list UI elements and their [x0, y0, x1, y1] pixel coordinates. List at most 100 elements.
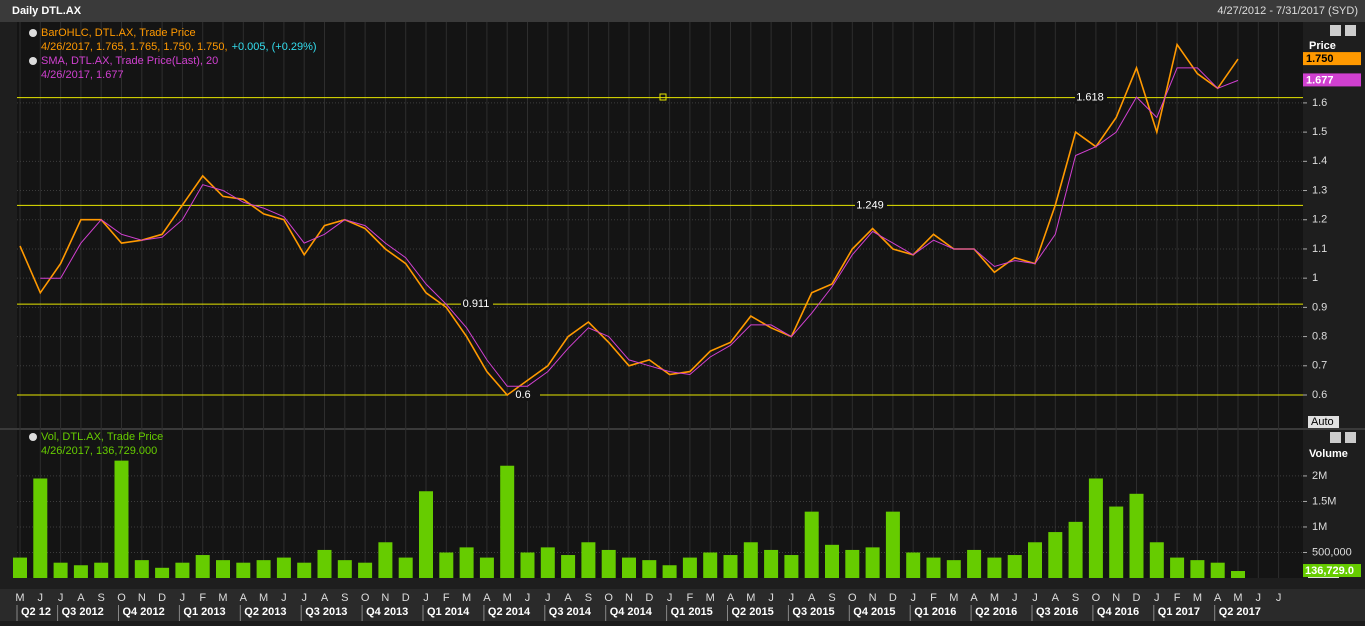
x-tick-label: J [1012, 592, 1018, 604]
quarter-label: Q1 2016 [914, 606, 956, 618]
y-tick-label: 0.8 [1312, 330, 1327, 342]
volume-bar [804, 511, 819, 578]
volume-bar [520, 552, 535, 578]
quarter-label: Q2 2015 [732, 606, 774, 618]
level-handle[interactable] [659, 93, 667, 101]
x-tick-label: S [585, 592, 592, 604]
volume-bar [1028, 542, 1042, 578]
x-tick-label: F [687, 592, 694, 604]
volume-bar [662, 565, 677, 578]
y-tick-label: 500,000 [1312, 546, 1352, 558]
volume-bar [53, 562, 68, 578]
y-tick-label: 0.6 [1312, 389, 1327, 401]
y-tick-label: 1 [1312, 272, 1318, 284]
last-price-tag [1303, 73, 1361, 87]
x-tick-label: S [98, 592, 105, 604]
x-axis-bg [0, 589, 1365, 621]
x-tick-label: J [525, 592, 531, 604]
y-tick-label: 1.3 [1312, 184, 1327, 196]
legend-icon [29, 433, 37, 441]
legend-name: Vol, DTL.AX, Trade Price [41, 431, 163, 443]
x-tick-label: A [808, 592, 816, 604]
fib-label-bg [1075, 90, 1107, 104]
quarter-label: Q4 2015 [853, 606, 895, 618]
volume-bar [236, 562, 251, 578]
x-tick-label: A [970, 592, 978, 604]
volume-bar [845, 549, 860, 578]
quarter-label: Q4 2013 [366, 606, 408, 618]
volume-bar [33, 478, 48, 578]
panel-button[interactable] [1330, 25, 1341, 36]
x-tick-label: A [240, 592, 248, 604]
volume-bar [256, 560, 271, 578]
close-button[interactable] [1345, 432, 1356, 443]
last-volume-label: 136,729.0 [1305, 565, 1354, 577]
x-tick-label: J [180, 592, 186, 604]
quarter-label: Q3 2015 [792, 606, 834, 618]
x-tick-label: J [281, 592, 287, 604]
x-tick-label: D [645, 592, 653, 604]
volume-bar [784, 555, 799, 578]
auto-label: Auto [1311, 416, 1334, 428]
x-tick-label: A [1052, 592, 1060, 604]
x-tick-label: D [1133, 592, 1141, 604]
quarter-label: Q1 2017 [1158, 606, 1200, 618]
y-tick-label: 0.9 [1312, 301, 1327, 313]
fib-label-bg [508, 387, 540, 401]
fib-label: 1.618 [1076, 92, 1104, 104]
volume-bar [73, 565, 88, 578]
quarter-label: Q2 2013 [244, 606, 286, 618]
x-tick-label: M [259, 592, 268, 604]
date-range: 4/27/2012 - 7/31/2017 (SYD) [1217, 5, 1358, 17]
volume-bar [500, 465, 515, 578]
quarter-label: Q2 2016 [975, 606, 1017, 618]
x-tick-label: A [727, 592, 735, 604]
legend-name: BarOHLC, DTL.AX, Trade Price [41, 27, 196, 39]
x-tick-label: J [58, 592, 64, 604]
panel-button[interactable] [1330, 432, 1341, 443]
y-axis-title: Volume [1309, 448, 1348, 460]
volume-bar [865, 547, 880, 578]
close-button[interactable] [1345, 25, 1356, 36]
x-tick-label: J [423, 592, 429, 604]
auto-button[interactable] [1308, 416, 1339, 428]
x-tick-label: J [301, 592, 307, 604]
x-tick-label: O [1092, 592, 1101, 604]
x-tick-label: M [706, 592, 715, 604]
volume-bar [94, 562, 109, 578]
quarter-label: Q1 2013 [183, 606, 225, 618]
x-tick-label: M [746, 592, 755, 604]
volume-bar [682, 557, 697, 578]
last-price-tag [1303, 52, 1361, 66]
volume-bar [378, 542, 393, 578]
x-tick-label: D [402, 592, 410, 604]
y-tick-label: 1.4 [1312, 155, 1327, 167]
x-tick-label: O [117, 592, 126, 604]
x-tick-label: M [949, 592, 958, 604]
x-tick-label: J [38, 592, 44, 604]
volume-bar [459, 547, 474, 578]
volume-plot [17, 430, 1303, 578]
x-tick-label: A [1214, 592, 1222, 604]
x-tick-label: M [1193, 592, 1202, 604]
volume-bar [134, 560, 149, 578]
x-tick-label: F [199, 592, 206, 604]
x-tick-label: N [138, 592, 146, 604]
quarter-label: Q3 2012 [62, 606, 104, 618]
x-tick-label: J [1256, 592, 1262, 604]
volume-bar [13, 557, 27, 578]
volume-bar [1048, 532, 1063, 578]
volume-bar [479, 557, 494, 578]
volume-bar [561, 555, 576, 578]
x-tick-label: D [158, 592, 166, 604]
x-tick-label: A [564, 592, 572, 604]
quarter-label: Q1 2014 [427, 606, 470, 618]
x-tick-label: M [990, 592, 999, 604]
volume-bar [1109, 506, 1124, 578]
quarter-label: Q1 2015 [671, 606, 713, 618]
volume-bar [1210, 562, 1225, 578]
volume-bar [601, 549, 616, 578]
x-tick-label: N [1112, 592, 1120, 604]
price-line [40, 67, 1239, 387]
